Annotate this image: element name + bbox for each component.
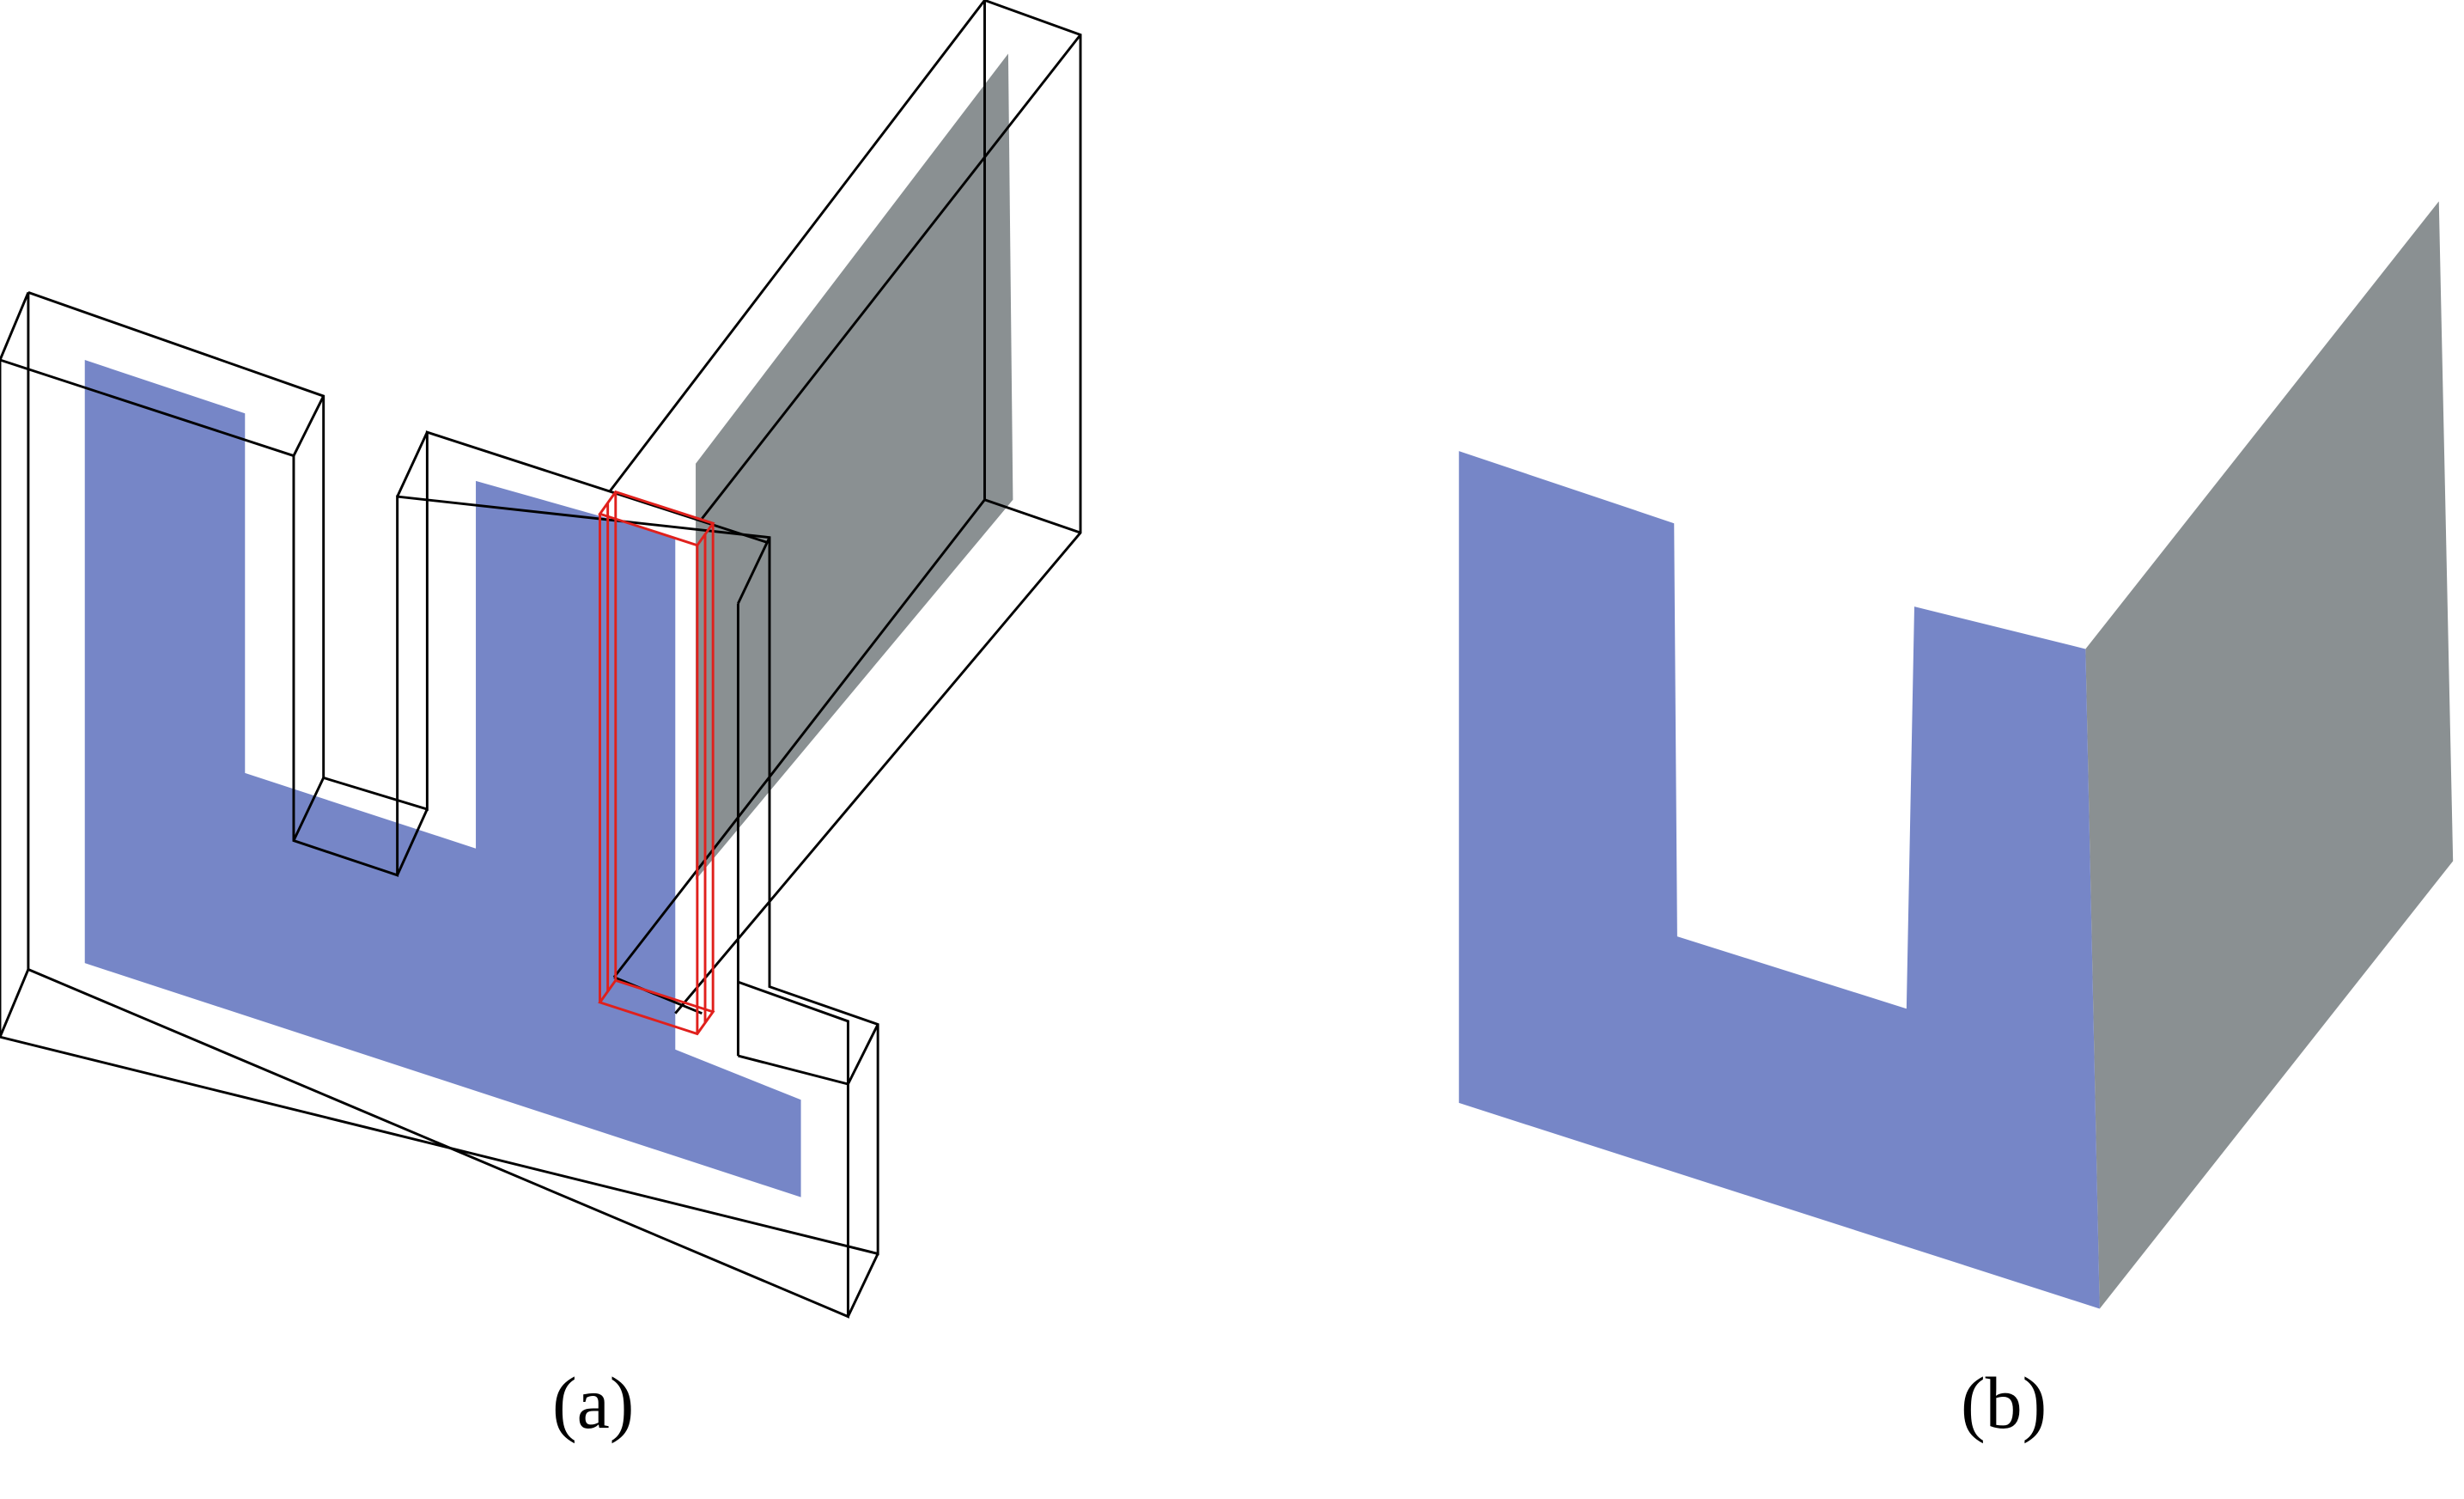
panel-a-wireframe-wall <box>608 0 1082 1015</box>
caption-b: (b) <box>1961 1362 2047 1444</box>
panel-a-gray-face <box>696 53 1013 881</box>
panel-a <box>0 0 1082 1319</box>
panel-b-gray-face <box>2085 201 2454 1309</box>
panel-b <box>1458 201 2454 1309</box>
panel-a-wireframe-slab <box>0 291 879 1319</box>
panel-a-red-column <box>598 490 715 1036</box>
panel-b-blue-face <box>1458 451 2100 1309</box>
panel-a-blue-face <box>84 360 801 1197</box>
caption-a: (a) <box>552 1362 635 1444</box>
